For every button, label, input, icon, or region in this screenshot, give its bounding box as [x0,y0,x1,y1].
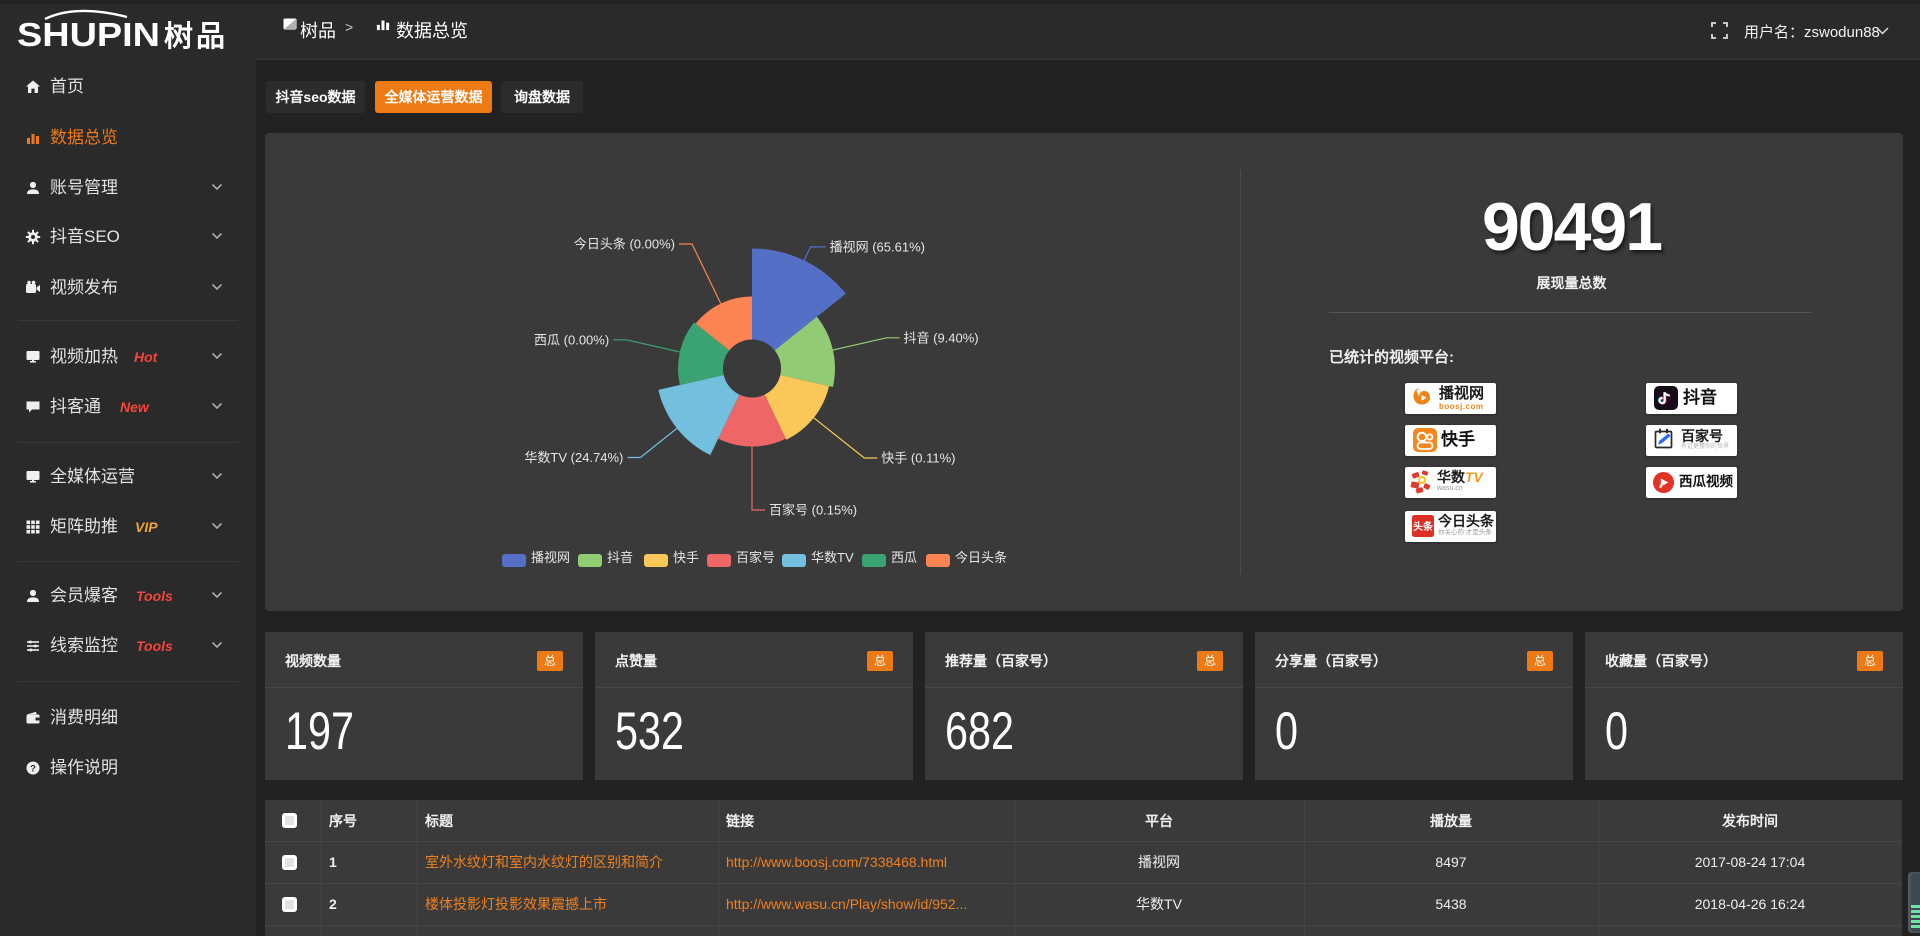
svg-text:播视网 (65.61%): 播视网 (65.61%) [830,239,925,254]
svg-text:头条: 头条 [1413,520,1434,533]
svg-text:西瓜 (0.00%): 西瓜 (0.00%) [534,332,609,347]
svg-text:?: ? [30,763,36,774]
svg-text:树品: 树品 [164,20,228,53]
svg-text:华数TV (24.74%): 华数TV (24.74%) [524,450,623,465]
svg-text:SHUPIN: SHUPIN [17,16,160,53]
svg-text:抖音 (9.40%): 抖音 (9.40%) [904,330,979,345]
svg-text:今日头条 (0.00%): 今日头条 (0.00%) [574,237,675,252]
svg-text:百家号 (0.15%): 百家号 (0.15%) [769,503,857,518]
svg-text:快手 (0.11%): 快手 (0.11%) [881,451,955,466]
